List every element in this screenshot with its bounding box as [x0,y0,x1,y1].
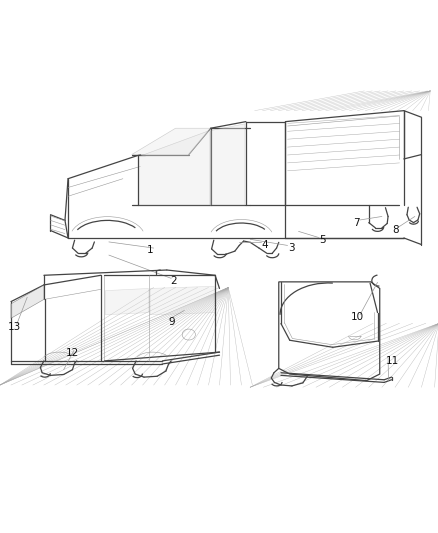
Text: 7: 7 [352,217,359,228]
Text: 12: 12 [65,349,78,358]
Text: 8: 8 [391,224,398,235]
Text: 9: 9 [167,317,174,327]
Polygon shape [138,131,209,205]
Text: 3: 3 [287,243,294,253]
Text: 1: 1 [146,245,153,255]
Text: 10: 10 [350,312,364,322]
Text: 11: 11 [385,356,398,366]
Polygon shape [105,288,148,315]
Polygon shape [131,128,210,155]
Polygon shape [11,285,44,318]
Text: 4: 4 [261,240,268,250]
Text: 13: 13 [8,322,21,332]
Polygon shape [211,124,244,205]
Polygon shape [150,286,214,315]
Text: 2: 2 [170,276,177,286]
Text: 5: 5 [318,235,325,245]
